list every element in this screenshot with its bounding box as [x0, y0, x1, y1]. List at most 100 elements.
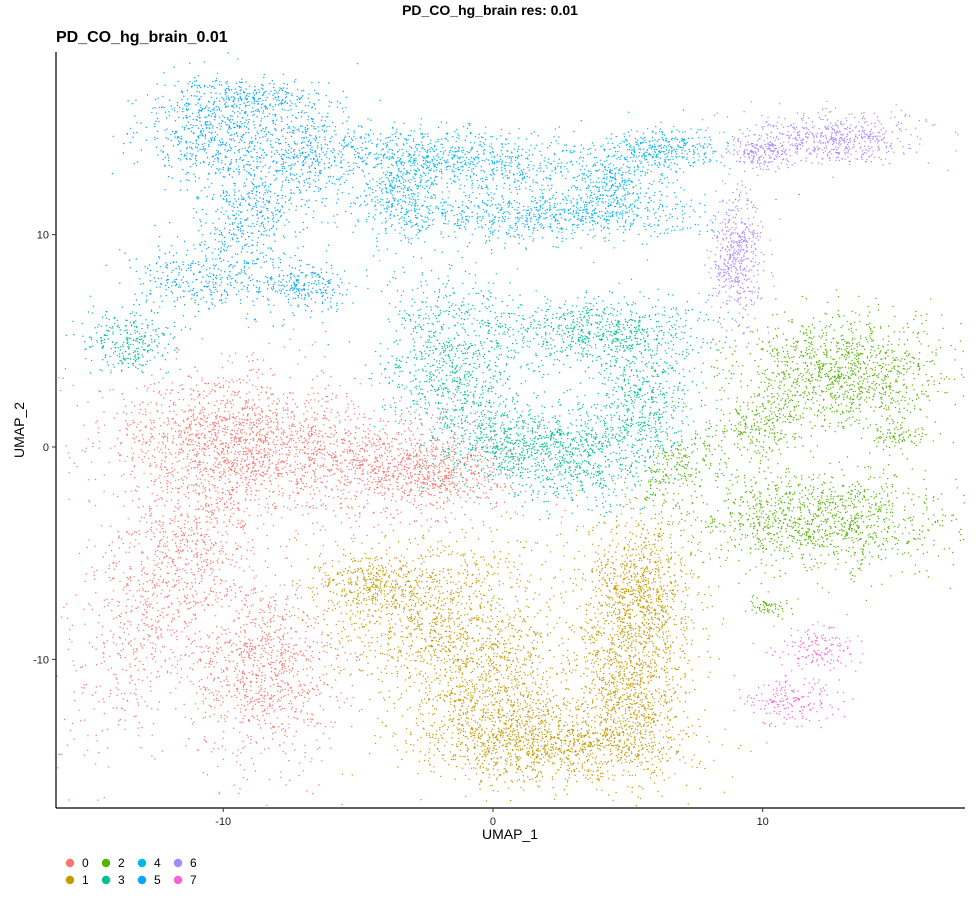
cluster-0-point [243, 570, 245, 572]
cluster-0-point [364, 435, 367, 437]
cluster-0-point [217, 502, 219, 504]
cluster-0-point [322, 475, 325, 477]
cluster-0-point [391, 459, 394, 461]
cluster-0-point [241, 672, 244, 675]
cluster-0-point [308, 506, 310, 509]
cluster-0-point [148, 444, 151, 446]
cluster-0-point [230, 442, 232, 444]
cluster-0-point [157, 546, 159, 548]
cluster-0-point [446, 500, 448, 503]
cluster-0-point [103, 599, 106, 601]
cluster-0-point [269, 480, 272, 483]
cluster-0-point [227, 680, 229, 683]
cluster-0-point [470, 456, 472, 458]
cluster-0-point [136, 627, 139, 629]
cluster-0-point [298, 493, 300, 495]
cluster-0-point [382, 472, 385, 474]
cluster-0-point [253, 587, 255, 590]
cluster-0-point [221, 547, 223, 550]
cluster-0-point [139, 440, 141, 442]
cluster-0-point [506, 434, 509, 436]
cluster-0-point [398, 448, 400, 451]
cluster-0-point [472, 490, 474, 492]
cluster-0-point [353, 477, 356, 479]
cluster-0-point [324, 458, 326, 460]
cluster-0-point [132, 437, 134, 439]
cluster-0-point [278, 472, 281, 475]
cluster-0-point [413, 520, 416, 522]
cluster-0-point [251, 426, 254, 429]
cluster-0-point [316, 739, 318, 741]
cluster-0-point [328, 419, 330, 422]
cluster-0-point [294, 537, 296, 539]
cluster-0-point [464, 513, 466, 516]
cluster-0-point [391, 455, 393, 458]
cluster-0-point [178, 436, 180, 439]
cluster-0-point [256, 473, 258, 475]
cluster-0-point [221, 580, 223, 582]
cluster-0-point [111, 609, 113, 612]
cluster-0-point [234, 667, 236, 669]
cluster-0-point [232, 642, 234, 645]
cluster-0-point [233, 417, 235, 419]
cluster-0-point [260, 679, 263, 681]
cluster-0-point [199, 463, 201, 466]
cluster-0-point [397, 476, 400, 478]
cluster-0-point [162, 579, 165, 581]
cluster-0-point [401, 468, 403, 470]
cluster-0-point [208, 535, 210, 538]
cluster-0-point [353, 458, 355, 461]
cluster-0-point [160, 486, 163, 488]
cluster-0-point [331, 464, 334, 466]
cluster-0-point [336, 488, 339, 491]
cluster-0-point [174, 404, 177, 406]
cluster-0-point [245, 454, 248, 456]
cluster-0-point [374, 433, 376, 435]
cluster-0-point [228, 470, 230, 472]
cluster-0-point [180, 447, 183, 449]
cluster-0-point [261, 674, 263, 677]
cluster-0-point [386, 455, 389, 458]
cluster-0-point [88, 603, 90, 605]
cluster-0-point [180, 542, 182, 545]
cluster-0-point [273, 400, 275, 402]
cluster-0-point [341, 507, 343, 509]
cluster-0-point [416, 460, 418, 462]
cluster-0-point [561, 516, 563, 518]
cluster-0-point [167, 606, 169, 609]
cluster-0-point [248, 648, 251, 650]
cluster-0-point [319, 449, 321, 451]
cluster-0-point [63, 606, 65, 609]
cluster-0-point [236, 462, 238, 465]
cluster-0-point [326, 642, 328, 644]
cluster-0-point [272, 432, 275, 435]
cluster-0-point [337, 479, 339, 481]
cluster-0-point [247, 326, 250, 329]
cluster-0-point [269, 698, 271, 700]
cluster-0-point [307, 453, 310, 455]
cluster-0-point [197, 465, 199, 467]
cluster-0-point [222, 384, 225, 387]
cluster-0-point [265, 441, 267, 443]
cluster-0-point [271, 696, 273, 698]
cluster-0-point [321, 434, 323, 437]
cluster-0-point [384, 446, 387, 448]
cluster-0-point [318, 693, 321, 695]
cluster-0-point [309, 486, 311, 489]
cluster-0-point [286, 403, 288, 405]
cluster-0-point [437, 448, 439, 451]
cluster-0-point [238, 692, 241, 695]
cluster-0-point [320, 633, 323, 636]
cluster-0-point [166, 480, 168, 482]
cluster-0-point [164, 543, 166, 545]
cluster-0-point [256, 388, 259, 391]
cluster-0-point [288, 425, 290, 427]
cluster-0-point [270, 420, 273, 422]
cluster-0-point [187, 608, 189, 610]
cluster-0-point [146, 705, 148, 707]
cluster-0-point [303, 696, 306, 699]
cluster-0-point [337, 469, 339, 471]
cluster-0-point [331, 488, 333, 490]
cluster-0-point [159, 368, 162, 370]
cluster-0-point [183, 595, 186, 597]
